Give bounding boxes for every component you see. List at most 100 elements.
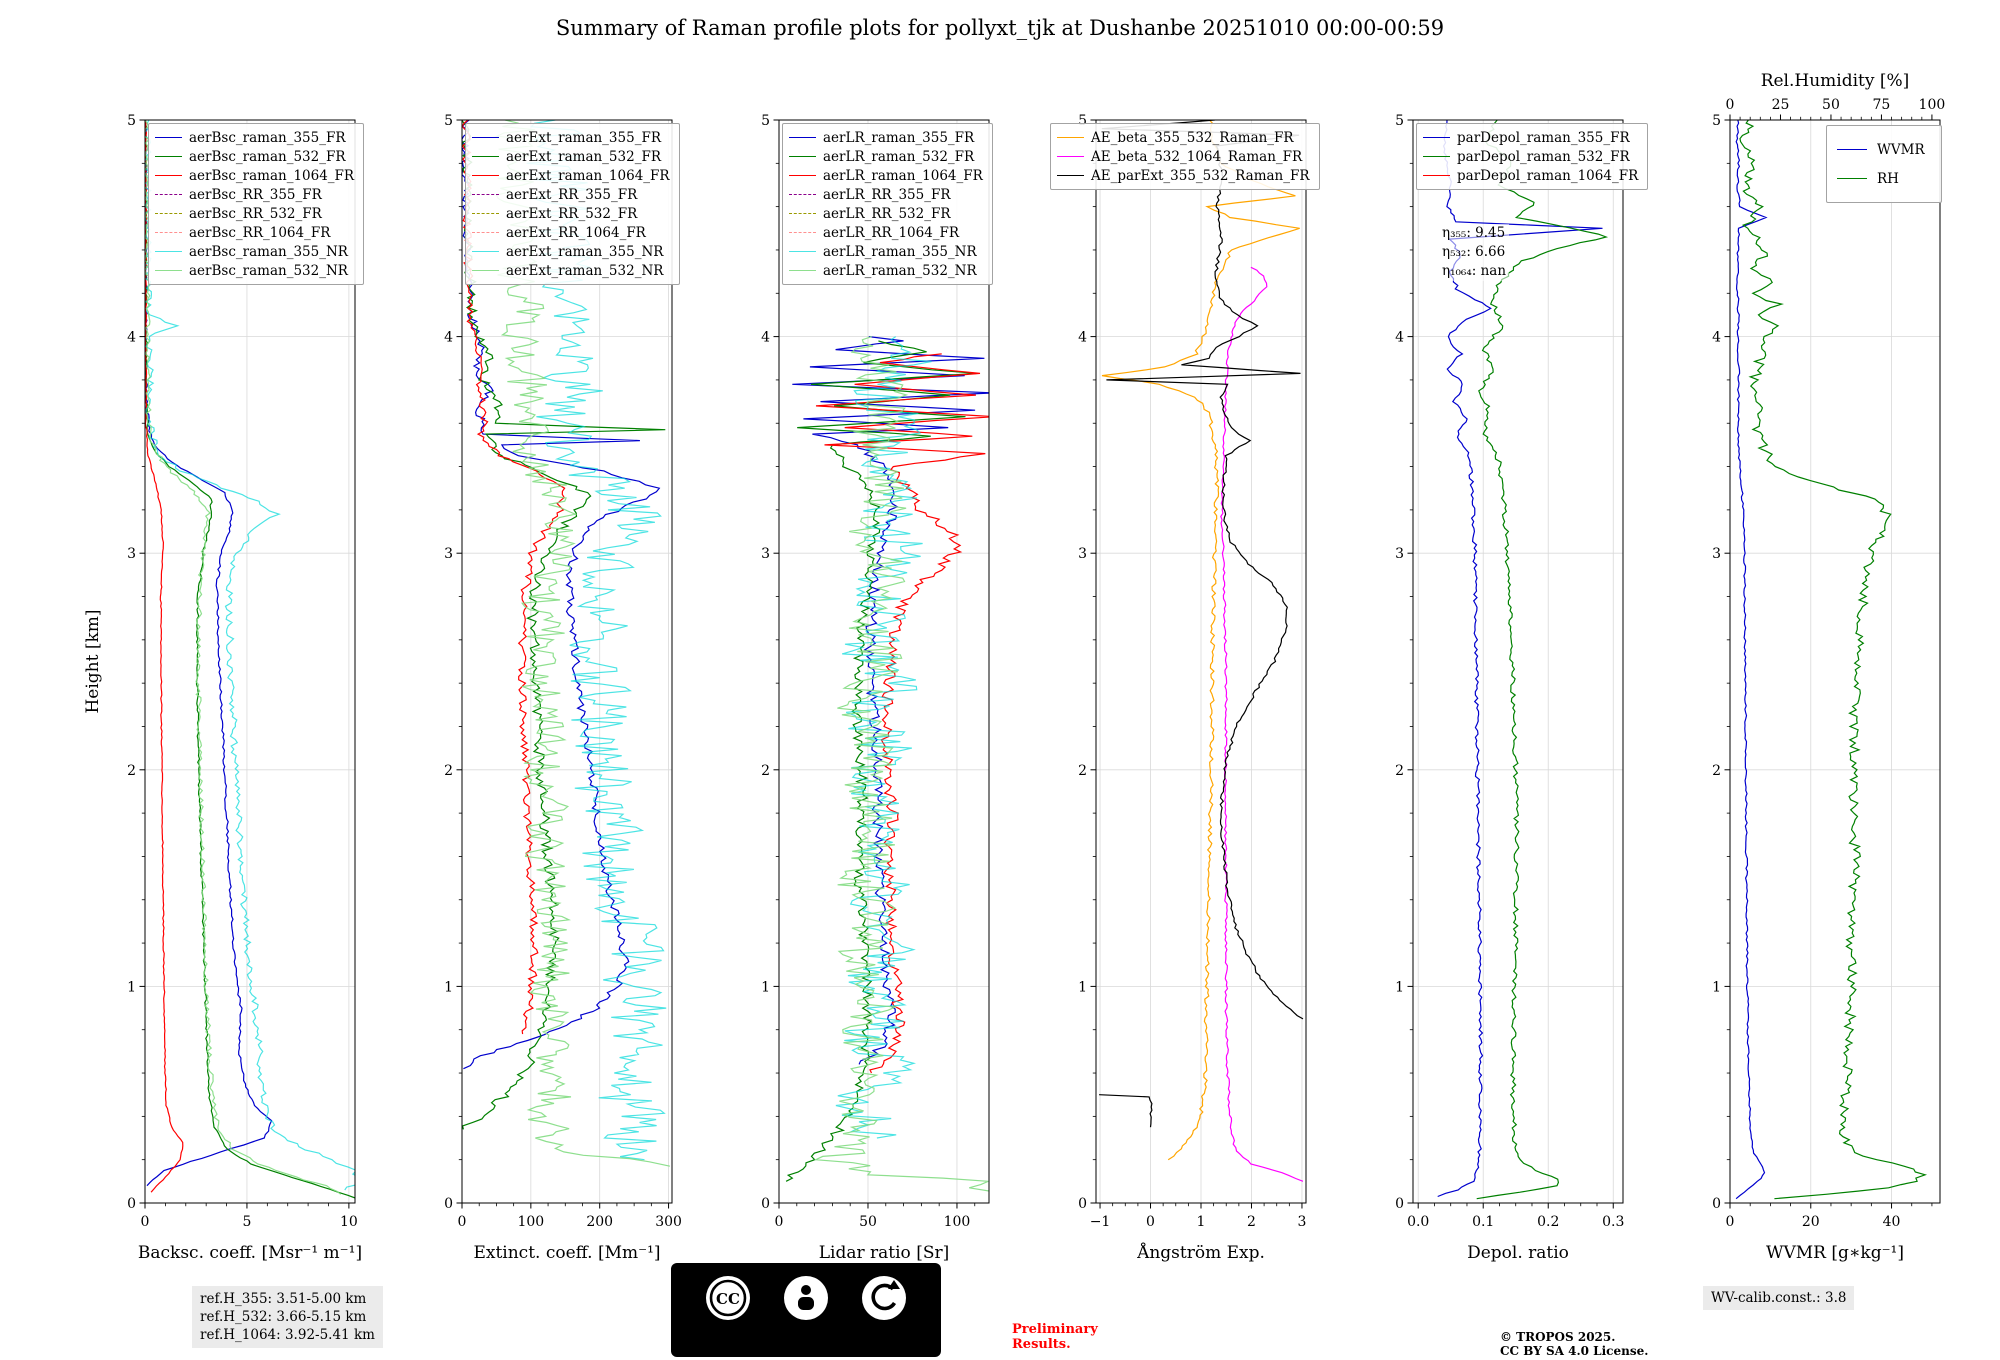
svg-text:2: 2 [444, 763, 453, 779]
svg-text:3: 3 [127, 546, 136, 562]
series-aerExt_raman_532_NR [494, 120, 671, 1167]
series-aerExt_raman_355_NR [526, 120, 667, 1161]
svg-text:4: 4 [444, 330, 453, 346]
x-axis: 0 20 40 [1726, 1203, 1933, 1230]
svg-text:0.2: 0.2 [1537, 1214, 1559, 1230]
series-RH [1739, 120, 1928, 1200]
x-axis-label: Ångström Exp. [1136, 1242, 1265, 1263]
grid [1729, 119, 1940, 1204]
top-axis-label: Rel.Humidity [%] [1761, 71, 1910, 91]
y-axis-label: Height [km] [83, 609, 103, 713]
svg-text:1: 1 [1197, 1214, 1206, 1230]
svg-text:5: 5 [761, 113, 770, 129]
svg-text:0: 0 [127, 1196, 136, 1212]
grid [1096, 119, 1306, 1204]
svg-text:5: 5 [1078, 113, 1087, 129]
svg-text:CC: CC [716, 1290, 740, 1308]
x-axis-label: Depol. ratio [1467, 1243, 1569, 1263]
svg-text:50: 50 [859, 1214, 877, 1230]
svg-text:0: 0 [1726, 1214, 1735, 1230]
ref-h-355: ref.H_355: 3.51-5.00 km [200, 1291, 367, 1307]
svg-text:1: 1 [1712, 979, 1721, 995]
x-axis-label: Backsc. coeff. [Msr⁻¹ m⁻¹] [138, 1243, 362, 1263]
svg-text:100: 100 [517, 1214, 544, 1230]
svg-text:0: 0 [1726, 97, 1735, 113]
svg-text:0: 0 [1146, 1214, 1155, 1230]
svg-text:5: 5 [444, 113, 453, 129]
x-axis-label: Extinct. coeff. [Mm⁻¹] [473, 1243, 660, 1263]
x-axis-label: WVMR [g∗kg⁻¹] [1766, 1243, 1904, 1263]
series-aerBsc_raman_355_FR [145, 120, 273, 1187]
series-aerBsc_raman_355_NR [145, 120, 355, 1191]
panel-lidar-ratio: 0 50 100 0 1 2 3 4 5 Lidar ratio [Sr] [761, 113, 990, 1263]
svg-text:2: 2 [761, 763, 770, 779]
series-aerExt_raman_532_FR [462, 120, 666, 1130]
svg-text:40: 40 [1883, 1214, 1901, 1230]
svg-text:1: 1 [444, 979, 453, 995]
series-aerBsc_raman_532_FR [145, 120, 355, 1199]
svg-text:0: 0 [141, 1214, 150, 1230]
copyright-note: © TROPOS 2025. CC BY SA 4.0 License. [1500, 1330, 1649, 1358]
svg-text:3: 3 [1298, 1214, 1307, 1230]
svg-text:4: 4 [127, 330, 136, 346]
series-aerBsc_raman_1064_FR [145, 120, 184, 1193]
svg-text:0: 0 [1395, 1196, 1404, 1212]
svg-text:2: 2 [1078, 763, 1087, 779]
svg-text:3: 3 [761, 546, 770, 562]
svg-text:1: 1 [761, 979, 770, 995]
svg-text:4: 4 [1712, 330, 1721, 346]
top-axis: 0 25 50 75 100 [1726, 97, 1946, 120]
y-axis: 0 1 2 3 4 5 [1078, 113, 1096, 1212]
series-parDepol_raman_355_FR [1437, 120, 1603, 1198]
svg-text:200: 200 [586, 1214, 613, 1230]
x-axis: 0.0 0.1 0.2 0.3 [1407, 1203, 1624, 1230]
figure-title: Summary of Raman profile plots for polly… [555, 16, 1445, 40]
svg-text:0: 0 [458, 1214, 467, 1230]
svg-text:4: 4 [1395, 330, 1404, 346]
series-AE_beta_355_532_Raman_FR [1101, 120, 1300, 1161]
svg-text:3: 3 [1078, 546, 1087, 562]
cc-sa-label: SA [870, 1330, 899, 1352]
y-axis: 0 1 2 3 4 5 [1712, 113, 1730, 1212]
grid [1413, 119, 1623, 1204]
svg-text:0: 0 [444, 1196, 453, 1212]
x-axis-label: Lidar ratio [Sr] [819, 1243, 949, 1263]
svg-text:5: 5 [1712, 113, 1721, 129]
series-aerLR_raman_355_FR [792, 336, 989, 1065]
svg-text:1: 1 [1395, 979, 1404, 995]
sa-arrow-icon [862, 1276, 906, 1320]
svg-text:0.3: 0.3 [1602, 1214, 1624, 1230]
svg-text:5: 5 [127, 113, 136, 129]
svg-text:1: 1 [1078, 979, 1087, 995]
panel-backscatter: 0 5 10 0 1 2 3 4 5 Backsc. coeff. [Msr⁻¹ m⁻¹] Heig… [83, 113, 362, 1263]
x-axis: 0 5 10 [141, 1203, 358, 1230]
axes-frame [1729, 119, 1941, 1204]
series-AE_parExt_355_532_Raman_FR [1099, 120, 1304, 1128]
svg-text:25: 25 [1772, 97, 1790, 113]
svg-text:−1: −1 [1090, 1214, 1111, 1230]
series-WVMR [1735, 120, 1768, 1200]
axes-frame [778, 119, 990, 1204]
svg-text:300: 300 [655, 1214, 682, 1230]
svg-text:2: 2 [1712, 763, 1721, 779]
axes-frame [144, 119, 356, 1204]
svg-text:3: 3 [444, 546, 453, 562]
series-AE_beta_532_1064_Raman_FR [1220, 266, 1304, 1182]
series-parDepol_raman_532_FR [1476, 120, 1609, 1200]
svg-text:3: 3 [1712, 546, 1721, 562]
ref-h-1064: ref.H_1064: 3.92-5.41 km [200, 1327, 375, 1343]
grid [778, 119, 989, 1204]
series-aerBsc_raman_532_NR [145, 120, 342, 1195]
y-axis: 0 1 2 3 4 5 [1395, 113, 1413, 1212]
svg-text:4: 4 [1078, 330, 1087, 346]
svg-text:5: 5 [1395, 113, 1404, 129]
series-aerLR_raman_532_NR [813, 336, 989, 1192]
by-person-icon [784, 1276, 828, 1320]
svg-text:100: 100 [1919, 97, 1946, 113]
svg-text:0: 0 [1078, 1196, 1087, 1212]
grid [144, 119, 355, 1204]
svg-text:0.0: 0.0 [1407, 1214, 1429, 1230]
ref-h-532: ref.H_532: 3.66-5.15 km [200, 1309, 367, 1325]
